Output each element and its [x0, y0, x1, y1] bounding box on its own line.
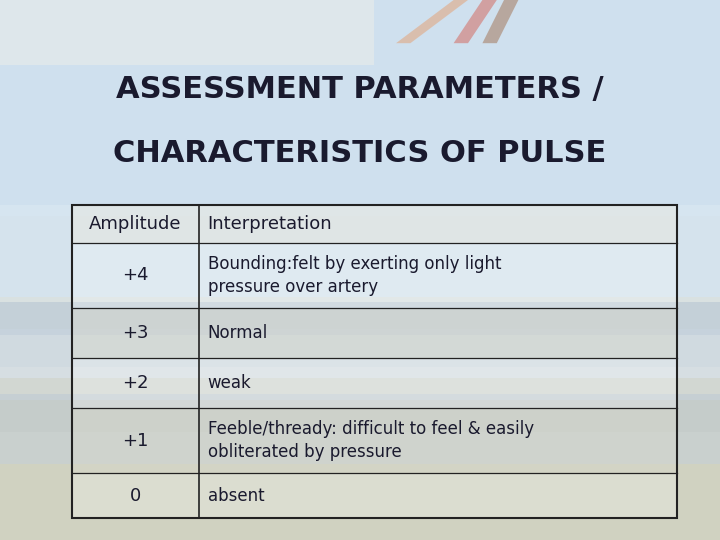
- Text: +1: +1: [122, 431, 149, 450]
- FancyBboxPatch shape: [72, 308, 677, 358]
- FancyBboxPatch shape: [72, 358, 677, 408]
- FancyBboxPatch shape: [72, 473, 677, 518]
- Text: Normal: Normal: [207, 324, 268, 342]
- Text: CHARACTERISTICS OF PULSE: CHARACTERISTICS OF PULSE: [113, 139, 607, 168]
- Text: Amplitude: Amplitude: [89, 215, 181, 233]
- FancyBboxPatch shape: [0, 302, 720, 335]
- FancyBboxPatch shape: [0, 0, 720, 216]
- FancyBboxPatch shape: [0, 329, 720, 367]
- Text: +4: +4: [122, 266, 149, 285]
- Polygon shape: [454, 0, 497, 43]
- Polygon shape: [482, 0, 518, 43]
- Text: Bounding:felt by exerting only light
pressure over artery: Bounding:felt by exerting only light pre…: [207, 255, 501, 296]
- FancyBboxPatch shape: [72, 408, 677, 473]
- FancyBboxPatch shape: [72, 243, 677, 308]
- Text: Interpretation: Interpretation: [207, 215, 332, 233]
- FancyBboxPatch shape: [0, 367, 720, 400]
- FancyBboxPatch shape: [0, 205, 720, 378]
- Text: ASSESSMENT PARAMETERS /: ASSESSMENT PARAMETERS /: [116, 75, 604, 104]
- Polygon shape: [396, 0, 468, 43]
- Text: +3: +3: [122, 324, 149, 342]
- FancyBboxPatch shape: [0, 297, 720, 540]
- Text: +2: +2: [122, 374, 149, 392]
- Text: Feeble/thready: difficult to feel & easily
obliterated by pressure: Feeble/thready: difficult to feel & easi…: [207, 420, 534, 461]
- FancyBboxPatch shape: [0, 432, 720, 464]
- Text: weak: weak: [207, 374, 251, 392]
- Text: 0: 0: [130, 487, 141, 505]
- FancyBboxPatch shape: [72, 205, 677, 243]
- Text: absent: absent: [207, 487, 264, 505]
- FancyBboxPatch shape: [0, 394, 720, 432]
- FancyBboxPatch shape: [0, 0, 374, 65]
